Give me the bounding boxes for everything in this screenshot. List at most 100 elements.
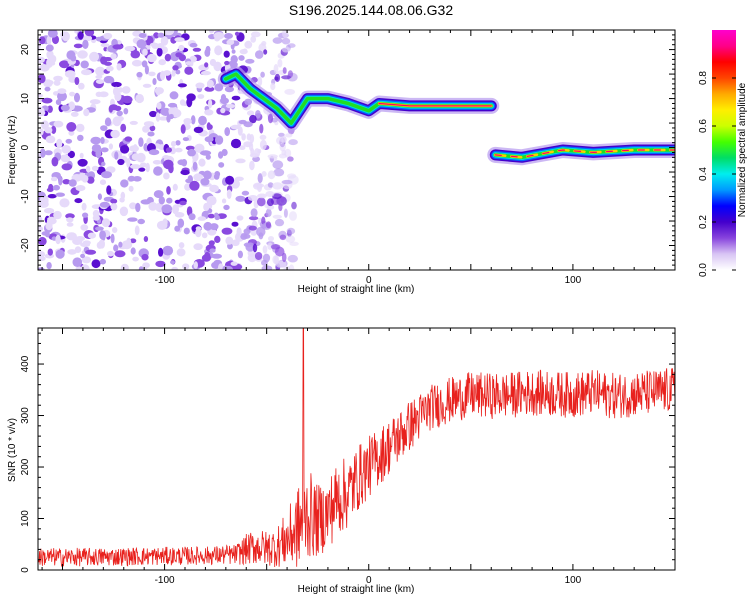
noise-blob	[188, 213, 196, 221]
noise-blob	[184, 66, 194, 75]
noise-blob	[92, 215, 100, 221]
noise-blob	[136, 71, 143, 78]
noise-blob	[243, 141, 253, 148]
noise-blob	[201, 232, 208, 239]
noise-blob	[120, 145, 130, 154]
noise-blob	[143, 236, 149, 242]
noise-blob	[144, 65, 149, 75]
noise-blob	[193, 261, 198, 269]
noise-blob	[143, 121, 155, 127]
noise-blob	[62, 179, 71, 185]
noise-blob	[185, 61, 193, 66]
noise-blob	[69, 91, 76, 97]
noise-blob	[38, 56, 45, 64]
noise-blob	[218, 162, 225, 168]
noise-blob	[287, 70, 293, 78]
noise-blob	[192, 161, 198, 171]
noise-blob	[215, 135, 224, 145]
noise-blob	[246, 110, 255, 116]
noise-blob	[158, 196, 165, 205]
noise-blob	[291, 201, 297, 210]
noise-blob	[287, 43, 296, 48]
tick-label: -10	[20, 189, 31, 204]
noise-blob	[70, 111, 79, 117]
snr-panel: -100 0 100 0 100 200 300 400 Height of straight…	[7, 327, 676, 595]
noise-blob	[224, 127, 230, 137]
noise-blob	[38, 267, 45, 270]
noise-blob	[61, 163, 73, 171]
tick-label: 100	[565, 575, 582, 586]
noise-blob	[89, 51, 100, 62]
noise-blob	[257, 76, 263, 87]
noise-blob	[268, 236, 274, 242]
noise-blob	[47, 248, 53, 256]
noise-blob	[95, 66, 106, 77]
noise-blob	[183, 118, 192, 125]
noise-blob	[201, 254, 211, 262]
noise-blob	[162, 245, 174, 256]
noise-blob	[119, 206, 129, 217]
noise-blob	[44, 86, 51, 92]
noise-blob	[77, 158, 88, 167]
noise-blob	[151, 43, 160, 49]
noise-blob	[129, 145, 140, 152]
noise-blob	[281, 47, 291, 53]
noise-blob	[280, 196, 285, 203]
noise-blob	[53, 75, 63, 82]
tick-label: 0	[366, 575, 372, 586]
noise-blob	[209, 184, 220, 193]
noise-blob	[178, 242, 185, 249]
noise-blob	[230, 138, 242, 149]
noise-blob	[224, 60, 230, 66]
colorbar-ticks: 0.0 0.2 0.4 0.6 0.8	[698, 71, 736, 277]
noise-blob	[245, 58, 255, 64]
noise-blob	[274, 76, 279, 81]
noise-blob	[261, 171, 267, 177]
noise-blob	[39, 148, 46, 158]
noise-blob	[250, 147, 255, 156]
noise-blob	[261, 259, 268, 266]
tick-label: 0.0	[698, 263, 709, 277]
noise-blob	[78, 82, 85, 90]
noise-blob	[127, 175, 136, 182]
tick-label: 0.4	[698, 167, 709, 181]
noise-blob	[66, 222, 74, 227]
noise-blob	[67, 249, 77, 255]
noise-blob	[257, 193, 267, 199]
noise-blob	[220, 107, 226, 114]
noise-blob	[134, 225, 140, 236]
noise-blob	[289, 211, 297, 221]
noise-blob	[112, 227, 118, 233]
noise-blob	[281, 37, 291, 45]
noise-blob	[213, 32, 225, 40]
noise-blob	[225, 104, 236, 109]
noise-blob	[258, 232, 264, 240]
noise-blob	[148, 71, 156, 77]
noise-blob	[172, 65, 179, 71]
noise-blob	[257, 173, 263, 184]
noise-blob	[265, 221, 272, 229]
noise-blob	[82, 39, 89, 50]
noise-blob	[100, 43, 110, 48]
noise-blob	[277, 58, 283, 68]
noise-blob	[81, 35, 93, 42]
tick-label: -100	[155, 275, 175, 286]
noise-blob	[259, 123, 264, 134]
tick-label: 400	[20, 355, 31, 372]
noise-blob	[266, 198, 274, 207]
noise-blob	[195, 226, 202, 231]
noise-blob	[278, 132, 285, 137]
noise-blob	[132, 256, 139, 262]
noise-blob	[138, 33, 147, 38]
noise-blob	[255, 50, 264, 59]
tick-label: -20	[20, 238, 31, 253]
noise-blob	[242, 48, 248, 53]
noise-blob	[281, 252, 287, 263]
noise-blob	[249, 114, 257, 124]
noise-blob	[79, 152, 84, 159]
noise-blob	[289, 241, 299, 246]
noise-blob	[75, 266, 83, 270]
snr-x-axis-label: Height of straight line (km)	[298, 584, 415, 595]
noise-blob	[38, 216, 43, 224]
noise-blob	[265, 191, 275, 197]
